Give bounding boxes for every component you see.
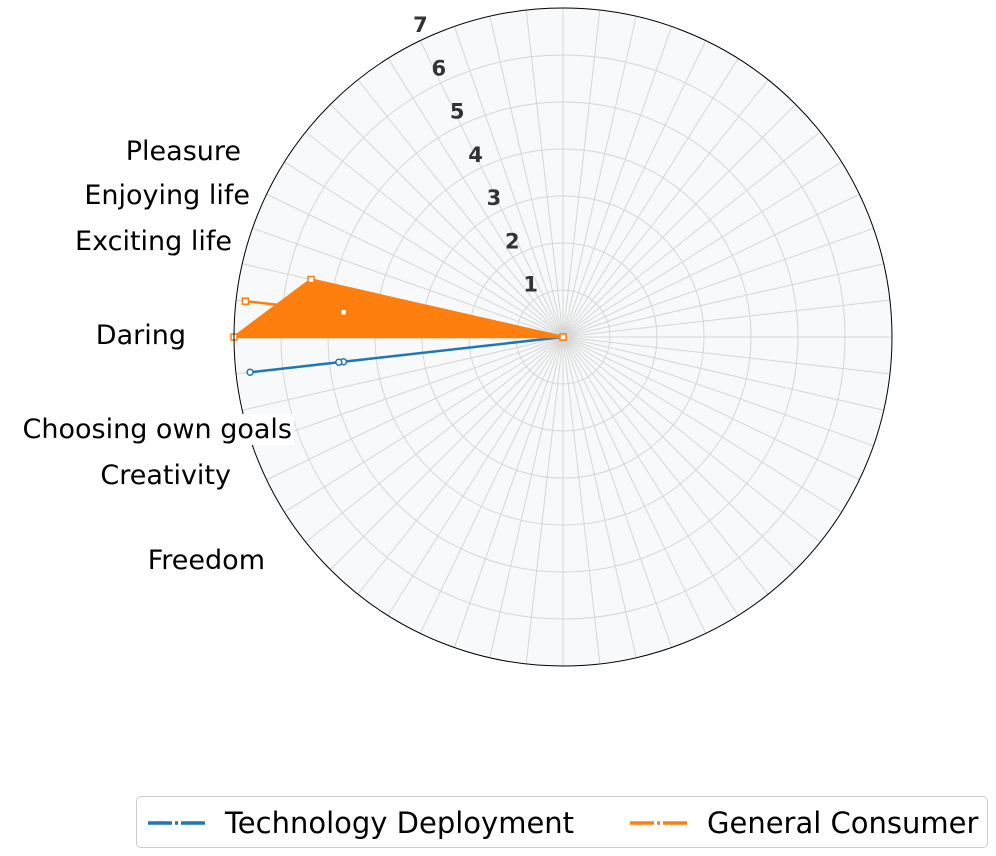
legend: Technology Deployment General Consumer — [136, 796, 988, 848]
grid-spoke — [562, 161, 842, 338]
grid-spoke — [387, 336, 564, 616]
grid-spoke — [562, 193, 860, 338]
category-label-exciting-life: Exciting life — [75, 226, 232, 257]
grid-spoke — [562, 299, 890, 338]
grid-spoke — [453, 26, 564, 338]
grid-spoke — [562, 10, 601, 338]
r-tick-label: 6 — [432, 56, 447, 80]
grid-spoke — [453, 336, 564, 648]
grid-spoke — [562, 336, 601, 664]
grid-spoke — [562, 336, 796, 570]
grid-spoke — [357, 336, 564, 595]
grid-spoke — [525, 10, 564, 338]
grid-spoke — [305, 336, 564, 543]
legend-line-icon — [148, 821, 208, 825]
category-labels: Freedom Creativity Choosing own goals Darin… — [20, 136, 294, 576]
category-label-daring: Daring — [96, 320, 186, 351]
category-label-freedom: Freedom — [148, 545, 265, 576]
r-tick-label: 3 — [487, 186, 502, 210]
svg-text:Creativity: Creativity — [100, 460, 231, 491]
data-point — [246, 368, 254, 377]
svg-text:Enjoying life: Enjoying life — [84, 180, 250, 211]
grid-spoke — [330, 336, 564, 570]
grid-spoke — [284, 161, 564, 338]
grid-spoke — [562, 26, 673, 338]
grid-spoke — [562, 336, 821, 543]
data-point — [335, 358, 343, 367]
svg-text:Freedom: Freedom — [148, 545, 265, 576]
grid-spoke — [562, 263, 884, 338]
grid-spoke — [266, 336, 564, 481]
grid-spoke — [562, 40, 707, 338]
grid-spoke — [252, 227, 564, 338]
grid-spoke — [562, 336, 739, 616]
r-tick-label: 1 — [523, 273, 538, 297]
grid-spoke — [419, 336, 564, 634]
data-point — [339, 308, 348, 317]
category-label-enjoying-life: Enjoying life — [84, 180, 250, 211]
grid-spoke — [242, 336, 564, 411]
r-tick-label: 5 — [450, 100, 465, 124]
grid-spoke — [562, 336, 707, 634]
category-label-choosing-own-goals: Choosing own goals — [20, 414, 294, 445]
data-point — [241, 297, 250, 305]
plot-outline — [233, 7, 893, 667]
legend-label: General Consumer — [707, 806, 979, 840]
grid-spoke — [489, 336, 564, 658]
r-tick-label: 2 — [505, 229, 520, 253]
category-label-creativity: Creativity — [100, 460, 231, 491]
grid-spoke — [562, 336, 842, 513]
grid-spoke — [562, 336, 860, 481]
legend-item-general-consumer: General Consumer — [629, 797, 978, 849]
grid-spoke — [357, 79, 564, 338]
grid-spoke — [562, 104, 796, 338]
svg-text:Pleasure: Pleasure — [126, 136, 241, 167]
grid — [234, 8, 892, 666]
grid-spoke — [252, 336, 564, 447]
r-tick-label: 7 — [413, 13, 428, 37]
r-tick-label: 4 — [468, 143, 483, 167]
grid-spoke — [284, 336, 564, 513]
grid-spoke — [562, 336, 874, 447]
grid-spoke — [305, 131, 564, 338]
grid-spoke — [562, 16, 637, 338]
grid-spoke — [562, 227, 874, 338]
grid-spoke — [562, 336, 673, 648]
legend-item-technology-deployment: Technology Deployment — [147, 797, 574, 849]
legend-label: Technology Deployment — [225, 806, 575, 840]
grid-spoke — [525, 336, 564, 664]
grid-spoke — [419, 40, 564, 338]
grid-spoke — [330, 104, 564, 338]
grid-spoke — [387, 58, 564, 338]
data-point — [559, 333, 567, 341]
svg-text:Exciting life: Exciting life — [75, 226, 232, 257]
grid-spoke — [562, 79, 769, 338]
grid-spoke — [562, 336, 890, 375]
grid-spoke — [562, 58, 739, 338]
grid-spoke — [489, 16, 564, 338]
svg-text:Daring: Daring — [96, 320, 186, 351]
series-marks — [230, 275, 567, 377]
data-point — [307, 275, 315, 284]
grid-spoke — [562, 336, 769, 595]
svg-text:Choosing own goals: Choosing own goals — [23, 414, 292, 445]
legend-line-icon — [630, 821, 690, 825]
grid-spoke — [266, 193, 564, 338]
grid-spoke — [562, 336, 884, 411]
category-label-pleasure: Pleasure — [126, 136, 241, 167]
grid-spoke — [562, 336, 637, 658]
grid-spoke — [562, 131, 821, 338]
